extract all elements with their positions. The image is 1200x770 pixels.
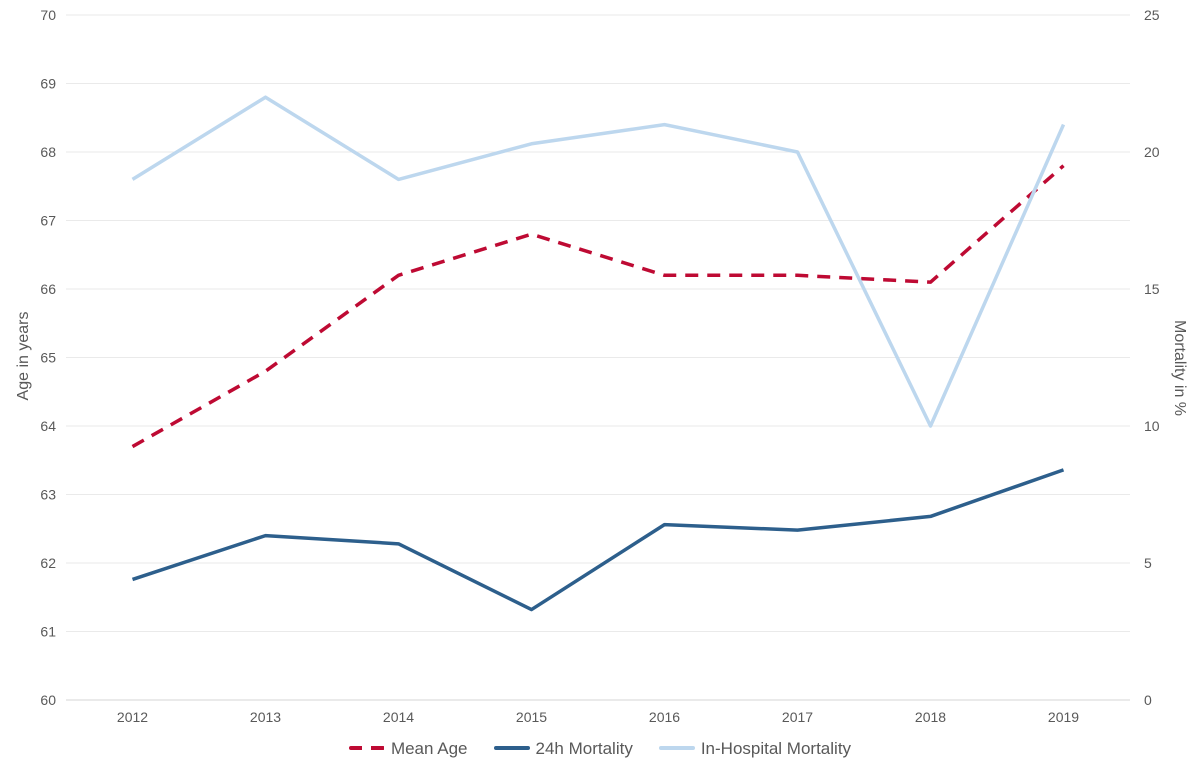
- legend-item: In-Hospital Mortality: [658, 738, 852, 758]
- left-axis-tick-label: 60: [40, 692, 56, 708]
- x-axis-tick-label: 2015: [516, 709, 547, 725]
- legend-line-swatch: [658, 746, 695, 750]
- left-axis-tick-label: 68: [40, 144, 56, 160]
- left-axis-tick-label: 69: [40, 76, 56, 92]
- left-axis-tick-label: 62: [40, 555, 56, 571]
- x-axis-tick-label: 2018: [915, 709, 946, 725]
- right-axis-tick-label: 20: [1144, 144, 1160, 160]
- legend-label: In-Hospital Mortality: [700, 738, 852, 758]
- right-axis-tick-label: 5: [1144, 555, 1152, 571]
- left-axis-tick-label: 66: [40, 281, 56, 297]
- left-axis-title: Age in years: [15, 311, 32, 401]
- legend-line-swatch: [493, 746, 530, 750]
- x-axis-tick-label: 2017: [782, 709, 813, 725]
- left-axis-tick-label: 70: [40, 7, 56, 23]
- right-axis-tick-label: 0: [1144, 692, 1152, 708]
- left-axis-tick-label: 64: [40, 418, 56, 434]
- right-axis-tick-label: 15: [1144, 281, 1160, 297]
- series-line-in-hospital-mortality: [131, 95, 1066, 428]
- legend-label: Mean Age: [390, 738, 468, 758]
- series-line-24h-mortality: [131, 468, 1065, 612]
- x-axis-tick-label: 2013: [250, 709, 281, 725]
- x-axis-tick-label: 2016: [649, 709, 680, 725]
- left-axis-tick-label: 65: [40, 350, 56, 366]
- legend-item: 24h Mortality: [493, 738, 633, 758]
- left-axis-tick-label: 63: [40, 487, 56, 503]
- right-axis-title: Mortality in %: [1171, 319, 1188, 417]
- left-axis-tick-label: 61: [40, 624, 56, 640]
- series-line-mean-age: [131, 164, 1065, 449]
- right-axis-tick-label: 25: [1144, 7, 1160, 23]
- x-axis-tick-label: 2012: [117, 709, 148, 725]
- x-axis-tick-label: 2019: [1048, 709, 1079, 725]
- legend-label: 24h Mortality: [535, 738, 633, 758]
- chart-legend: Mean Age 24h Mortality In-Hospital Mortali…: [0, 733, 1200, 763]
- x-axis-tick-label: 2014: [383, 709, 414, 725]
- left-axis-tick-label: 67: [40, 213, 56, 229]
- right-axis-tick-label: 10: [1144, 418, 1160, 434]
- legend-line-swatch: [348, 746, 385, 750]
- legend-item: Mean Age: [348, 738, 468, 758]
